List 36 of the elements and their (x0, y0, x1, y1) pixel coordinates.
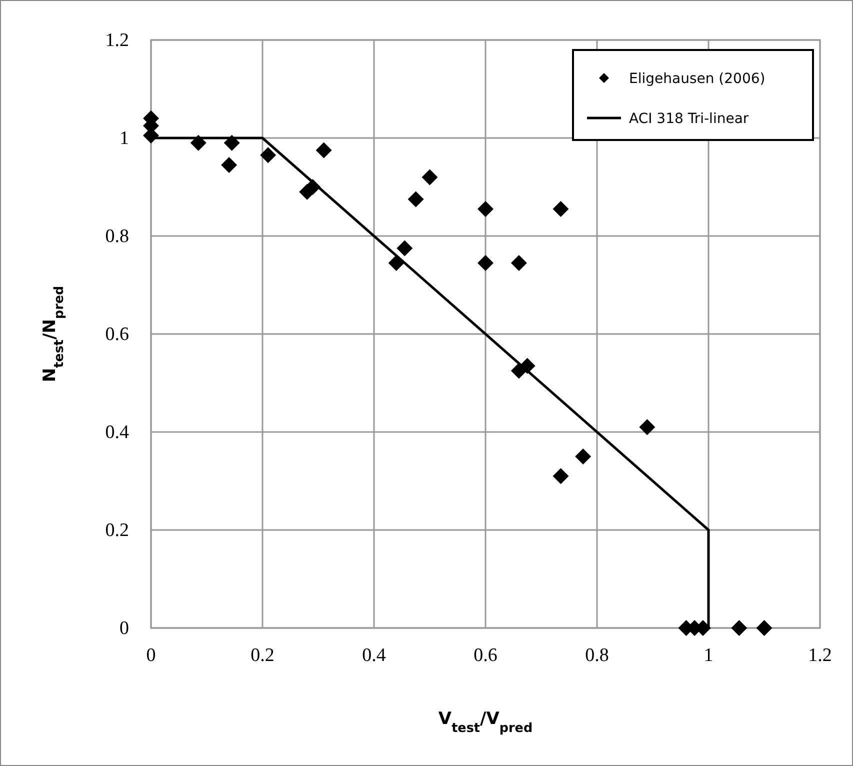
point (224, 134, 240, 151)
point (552, 468, 569, 484)
y-tick-label: 0.8 (105, 226, 129, 247)
x-tick-label: 0 (146, 645, 156, 666)
point (510, 254, 527, 271)
x-tick-label: 1.2 (808, 645, 832, 666)
legend-label: Eligehausen (2006) (629, 71, 766, 87)
y-tick-label: 1 (120, 128, 129, 149)
point (316, 142, 332, 158)
x-axis-title: V$_{test}$/V$_{pred}$ (438, 709, 533, 736)
x-tick-label: 0.2 (250, 645, 274, 666)
point (575, 448, 592, 464)
x-tick-label: 0.4 (362, 645, 386, 666)
y-tick-label: 0.4 (105, 422, 130, 443)
point (422, 169, 438, 186)
point (478, 254, 494, 271)
x-tick-label: 0.6 (474, 645, 498, 666)
point (396, 240, 413, 256)
point (408, 191, 424, 208)
point (731, 620, 748, 636)
point (388, 254, 404, 271)
point (519, 358, 536, 374)
point (478, 201, 494, 218)
point (260, 147, 276, 164)
y-tick-label: 1.2 (105, 30, 129, 51)
x-tick-label: 1 (704, 645, 714, 666)
y-tick-label: 0 (120, 618, 129, 639)
point (221, 156, 238, 173)
y-tick-label: 0.2 (105, 520, 129, 541)
point (756, 620, 772, 636)
y-tick-label: 0.6 (105, 324, 129, 345)
x-tick-label: 0.8 (585, 645, 609, 666)
point (639, 419, 656, 436)
legend-label: ACI 318 Tri-linear (629, 111, 749, 127)
point (190, 134, 206, 151)
point (552, 201, 569, 218)
